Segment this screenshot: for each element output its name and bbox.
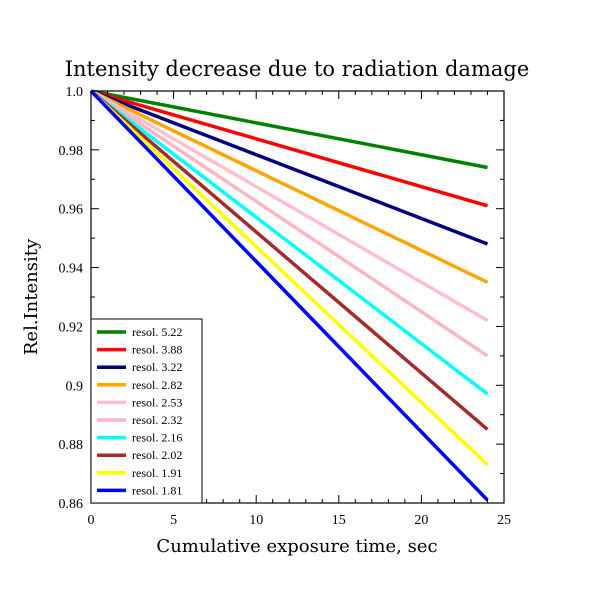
legend-label: resol. 2.53 — [132, 395, 182, 409]
legend-label: resol. 5.22 — [132, 325, 182, 339]
y-tick-label: 0.9 — [66, 379, 84, 394]
y-tick-label: 0.94 — [59, 262, 84, 277]
series-line-3 — [90, 89, 489, 246]
series-line-8 — [89, 89, 489, 431]
legend: resol. 5.22 resol. 3.88 resol. 3.22 resol. … — [90, 318, 203, 504]
series-layer — [89, 89, 489, 502]
series-line-4 — [90, 89, 489, 284]
legend-label: resol. 2.32 — [132, 413, 182, 427]
x-axis-label: Cumulative exposure time, sec — [156, 536, 437, 557]
series-line-9 — [89, 89, 489, 466]
y-tick-label: 1.0 — [66, 85, 84, 100]
y-tick-label: 0.88 — [59, 438, 84, 453]
legend-label: resol. 2.82 — [132, 378, 182, 392]
series-line-1 — [90, 89, 488, 170]
x-tick-label: 15 — [332, 513, 346, 528]
y-axis-label: Rel.Intensity — [21, 238, 42, 355]
series-line-5 — [90, 89, 489, 323]
x-tick-label: 25 — [497, 513, 511, 528]
y-tick-label: 0.92 — [59, 320, 84, 335]
series-line-10 — [89, 89, 489, 502]
x-tick-label: 0 — [88, 513, 95, 528]
legend-label: resol. 2.02 — [132, 448, 182, 462]
chart-title: Intensity decrease due to radiation dama… — [65, 57, 530, 81]
legend-label: resol. 1.81 — [132, 483, 182, 497]
legend-label: resol. 3.88 — [132, 343, 182, 357]
x-tick-label: 20 — [414, 513, 428, 528]
x-tick-label: 5 — [170, 513, 177, 528]
x-tick-label: 10 — [249, 513, 263, 528]
legend-label: resol. 2.16 — [132, 431, 182, 445]
legend-label: resol. 1.91 — [132, 466, 182, 480]
series-line-6 — [90, 89, 489, 358]
legend-label: resol. 3.22 — [132, 360, 182, 374]
y-tick-label: 0.96 — [59, 203, 84, 218]
series-line-7 — [89, 89, 489, 396]
ticks-layer: 0 5 10 15 20 25 0.86 0.88 0.9 0.92 0.94 0.96 0.98 1.0 — [59, 85, 512, 528]
y-tick-label: 0.86 — [59, 497, 84, 512]
series-line-2 — [90, 89, 488, 208]
y-tick-label: 0.98 — [59, 144, 84, 159]
